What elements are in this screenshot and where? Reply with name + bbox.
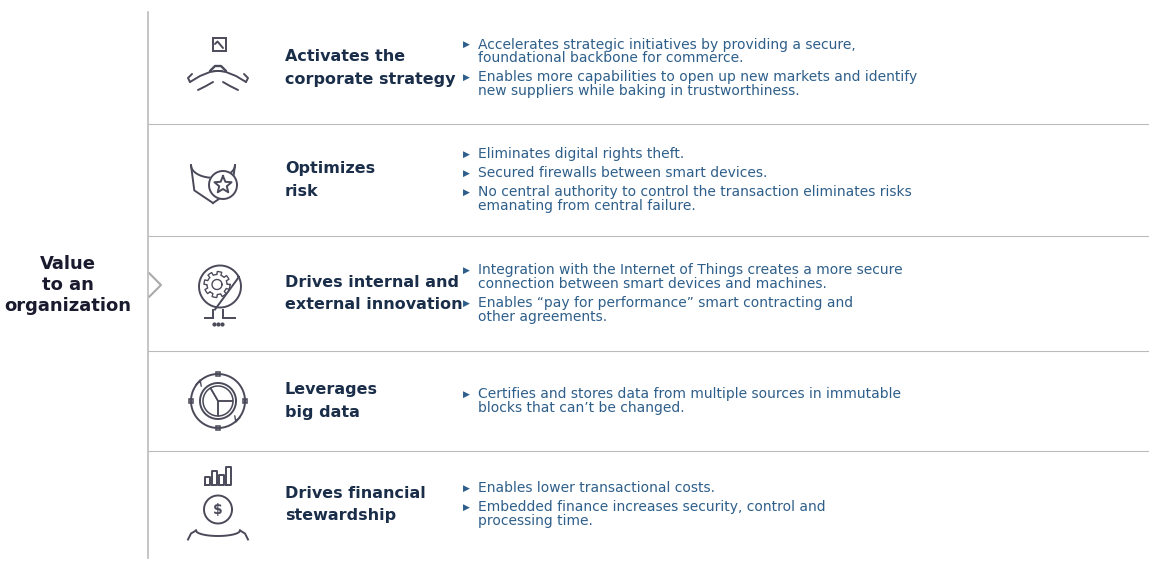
- Text: Secured firewalls between smart devices.: Secured firewalls between smart devices.: [478, 166, 767, 180]
- Text: connection between smart devices and machines.: connection between smart devices and mac…: [478, 277, 827, 291]
- Text: Accelerates strategic initiatives by providing a secure,: Accelerates strategic initiatives by pro…: [478, 37, 856, 52]
- Text: Integration with the Internet of Things creates a more secure: Integration with the Internet of Things …: [478, 263, 903, 277]
- Text: emanating from central failure.: emanating from central failure.: [478, 199, 696, 213]
- Text: ▶: ▶: [464, 299, 470, 307]
- Text: Embedded finance increases security, control and: Embedded finance increases security, con…: [478, 500, 826, 514]
- Bar: [189, 399, 193, 403]
- Text: Activates the
corporate strategy: Activates the corporate strategy: [285, 49, 456, 86]
- Text: Drives financial
stewardship: Drives financial stewardship: [285, 486, 426, 523]
- Text: Drives internal and
external innovation: Drives internal and external innovation: [285, 275, 463, 312]
- Text: new suppliers while baking in trustworthiness.: new suppliers while baking in trustworth…: [478, 85, 800, 98]
- Text: Enables lower transactional costs.: Enables lower transactional costs.: [478, 481, 715, 495]
- Text: ▶: ▶: [464, 503, 470, 512]
- Bar: [216, 372, 220, 376]
- Text: ▶: ▶: [464, 40, 470, 49]
- Text: ▶: ▶: [464, 187, 470, 197]
- Text: Optimizes
risk: Optimizes risk: [285, 161, 375, 199]
- Text: foundational backbone for commerce.: foundational backbone for commerce.: [478, 52, 744, 65]
- Text: ▶: ▶: [464, 169, 470, 177]
- Text: ▶: ▶: [464, 265, 470, 274]
- Bar: [216, 426, 220, 430]
- Text: Enables more capabilities to open up new markets and identify: Enables more capabilities to open up new…: [478, 70, 917, 85]
- Bar: [243, 399, 246, 403]
- Text: Certifies and stores data from multiple sources in immutable: Certifies and stores data from multiple …: [478, 387, 901, 401]
- Text: ▶: ▶: [464, 390, 470, 399]
- Text: processing time.: processing time.: [478, 514, 593, 528]
- Text: No central authority to control the transaction eliminates risks: No central authority to control the tran…: [478, 185, 912, 199]
- Text: ▶: ▶: [464, 483, 470, 492]
- Text: Value
to an
organization: Value to an organization: [5, 255, 132, 315]
- Text: other agreements.: other agreements.: [478, 310, 607, 324]
- Text: Leverages
big data: Leverages big data: [285, 382, 378, 420]
- Text: ▶: ▶: [464, 149, 470, 158]
- Text: $: $: [213, 503, 223, 516]
- Text: Eliminates digital rights theft.: Eliminates digital rights theft.: [478, 147, 684, 161]
- Circle shape: [209, 171, 237, 199]
- Text: blocks that can’t be changed.: blocks that can’t be changed.: [478, 401, 684, 415]
- Text: ▶: ▶: [464, 73, 470, 82]
- Bar: [213, 38, 225, 51]
- Text: Enables “pay for performance” smart contracting and: Enables “pay for performance” smart cont…: [478, 296, 853, 310]
